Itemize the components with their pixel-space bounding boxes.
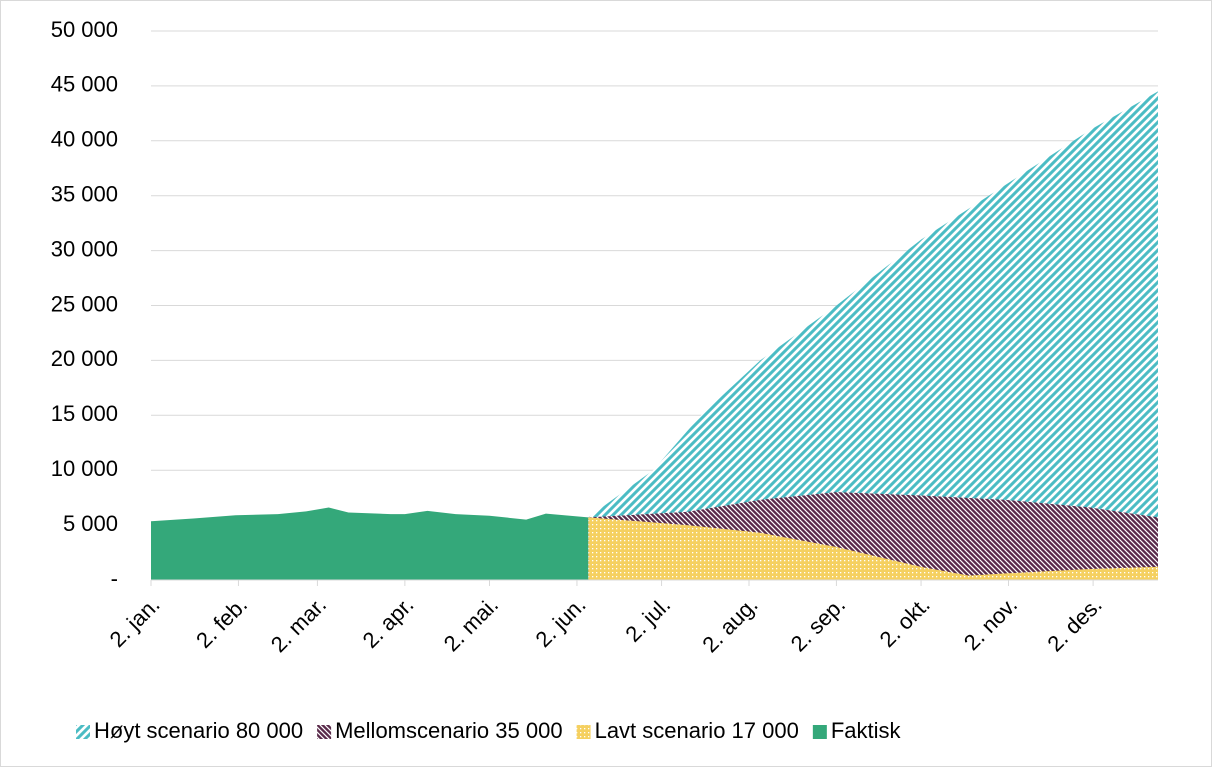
- legend-swatch: [317, 725, 332, 739]
- legend-swatch: [76, 725, 90, 739]
- legend-label: Høyt scenario 80 000: [94, 718, 303, 743]
- area: [588, 91, 1158, 580]
- legend-label: Mellomscenario 35 000: [335, 718, 562, 743]
- y-tick-label: 50 000: [51, 17, 118, 42]
- y-tick-label: 15 000: [51, 401, 118, 426]
- legend-label: Lavt scenario 17 000: [595, 718, 799, 743]
- y-tick-label: -: [111, 566, 118, 591]
- legend-swatch: [576, 725, 591, 739]
- y-tick-label: 5 000: [63, 511, 118, 536]
- area: [151, 507, 589, 580]
- y-tick-label: 45 000: [51, 72, 118, 97]
- y-tick-label: 30 000: [51, 236, 118, 261]
- y-tick-label: 40 000: [51, 127, 118, 152]
- legend-swatch: [812, 725, 827, 739]
- y-tick-label: 35 000: [51, 182, 118, 207]
- y-tick-label: 10 000: [51, 456, 118, 481]
- y-tick-label: 20 000: [51, 346, 118, 371]
- y-tick-label: 25 000: [51, 291, 118, 316]
- area: [588, 517, 1158, 580]
- legend-label: Faktisk: [831, 718, 902, 743]
